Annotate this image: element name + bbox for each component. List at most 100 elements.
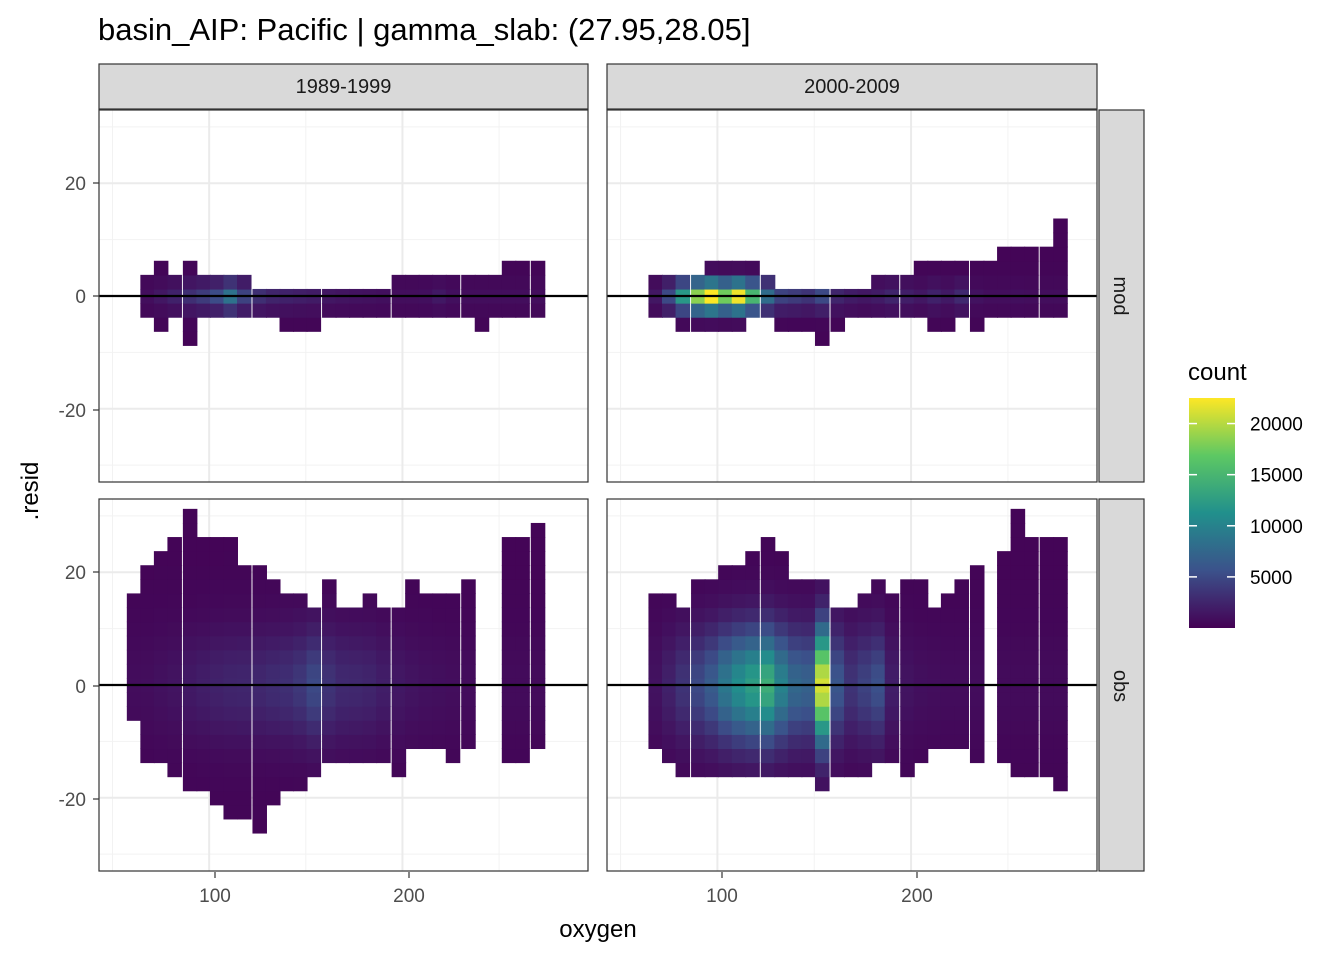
heatmap-cell xyxy=(322,692,337,707)
heatmap-cell xyxy=(1053,579,1068,595)
heatmap-cell xyxy=(787,748,803,764)
heatmap-cell xyxy=(237,303,252,318)
heatmap-cell xyxy=(954,593,969,609)
heatmap-cell xyxy=(405,579,420,595)
heatmap-cell xyxy=(1053,274,1068,290)
heatmap-cell xyxy=(871,720,886,735)
panel-border xyxy=(606,109,1098,483)
heatmap-cell xyxy=(691,579,706,595)
heatmap-cell xyxy=(418,692,434,707)
heatmap-cell xyxy=(1024,593,1039,609)
heatmap-cell xyxy=(530,649,546,665)
column-strip-1-label: 1989-1999 xyxy=(296,76,392,98)
heatmap-cell xyxy=(322,706,337,721)
heatmap-cell xyxy=(501,537,517,552)
heatmap-cell xyxy=(662,593,677,609)
heatmap-cell xyxy=(167,706,182,721)
heatmap-cell xyxy=(662,692,677,707)
heatmap-cell xyxy=(140,274,155,290)
heatmap-cell xyxy=(1024,762,1039,778)
heatmap-cell xyxy=(760,579,776,595)
heatmap-cell xyxy=(223,692,238,707)
heatmap-cell xyxy=(1053,260,1068,276)
heatmap-cell xyxy=(745,635,760,651)
heatmap-cell xyxy=(265,734,281,750)
heatmap-cell xyxy=(223,274,238,290)
heatmap-cell xyxy=(209,551,225,566)
heatmap-cell xyxy=(391,621,407,637)
heatmap-cell xyxy=(801,692,816,707)
heatmap-cell xyxy=(969,734,985,750)
heatmap-cell xyxy=(196,551,211,566)
heatmap-cell xyxy=(871,663,886,679)
heatmap-cell xyxy=(153,565,169,580)
heatmap-cell xyxy=(237,706,252,721)
heatmap-cell xyxy=(969,303,985,318)
heatmap-cell xyxy=(182,621,198,637)
heatmap-cell xyxy=(153,663,169,679)
heatmap-cell xyxy=(675,317,691,332)
heatmap-cell xyxy=(501,621,517,637)
heatmap-cell xyxy=(731,635,747,651)
heatmap-cell xyxy=(461,274,476,290)
heatmap-cell xyxy=(1010,607,1026,623)
heatmap-cell xyxy=(223,706,238,721)
heatmap-cell xyxy=(1010,565,1026,580)
heatmap-cell xyxy=(418,621,434,637)
heatmap-cell xyxy=(153,720,169,735)
heatmap-cell xyxy=(731,720,747,735)
heatmap-cell xyxy=(675,720,691,735)
heatmap-cell xyxy=(997,649,1012,665)
heatmap-cell xyxy=(871,607,886,623)
heatmap-cell xyxy=(445,303,461,318)
heatmap-cell xyxy=(515,663,530,679)
heatmap-cell xyxy=(997,274,1012,290)
heatmap-cell xyxy=(913,303,929,318)
heatmap-cell xyxy=(787,579,803,595)
heatmap-cell xyxy=(501,607,517,623)
heatmap-cell xyxy=(704,635,720,651)
heatmap-cell xyxy=(1024,734,1039,750)
heatmap-cell xyxy=(997,720,1012,735)
heatmap-cell xyxy=(418,593,434,609)
heatmap-cell xyxy=(801,579,816,595)
heatmap-cell xyxy=(335,607,351,623)
heatmap-cell xyxy=(501,720,517,735)
y-tick-label: 20 xyxy=(65,174,86,195)
heatmap-cell xyxy=(675,692,691,707)
heatmap-cell xyxy=(293,692,308,707)
heatmap-cell xyxy=(969,621,985,637)
row-strip-1-label: mod xyxy=(1109,277,1131,316)
heatmap-cell xyxy=(844,607,859,623)
heatmap-cell xyxy=(954,274,969,290)
heatmap-cell xyxy=(196,649,211,665)
heatmap-cell xyxy=(376,649,391,665)
heatmap-cell xyxy=(515,621,530,637)
heatmap-cell xyxy=(969,593,985,609)
heatmap-cell xyxy=(362,621,378,637)
heatmap-cell xyxy=(731,317,747,332)
heatmap-cell xyxy=(265,635,281,651)
heatmap-cell xyxy=(830,663,846,679)
heatmap-cell xyxy=(223,748,238,764)
heatmap-cell xyxy=(237,790,252,806)
heatmap-cell xyxy=(322,607,337,623)
heatmap-cell xyxy=(927,692,942,707)
heatmap-cell xyxy=(997,635,1012,651)
heatmap-cell xyxy=(787,720,803,735)
heatmap-cell xyxy=(900,649,915,665)
heatmap-cell xyxy=(223,649,238,665)
heatmap-cell xyxy=(1024,274,1039,290)
heatmap-cell xyxy=(182,579,198,595)
heatmap-cell xyxy=(662,607,677,623)
y-axis-title: .resid xyxy=(17,462,44,521)
heatmap-cell xyxy=(1010,246,1026,262)
heatmap-cell xyxy=(252,565,267,580)
heatmap-cell xyxy=(940,720,956,735)
panel-obs-1989-1999 xyxy=(98,498,589,872)
heatmap-cell xyxy=(675,621,691,637)
heatmap-cell xyxy=(997,663,1012,679)
heatmap-cell xyxy=(913,274,929,290)
heatmap-cell xyxy=(787,706,803,721)
heatmap-cell xyxy=(675,734,691,750)
